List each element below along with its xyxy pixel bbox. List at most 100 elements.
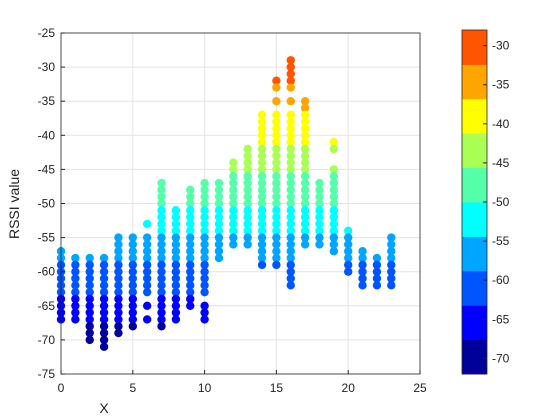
scatter-point [99,315,109,324]
scatter-point [71,274,80,283]
scatter-point [257,206,267,215]
scatter-point [272,185,281,195]
scatter-point [99,267,109,276]
scatter-point [214,247,224,256]
scatter-point [272,110,281,120]
scatter-point [142,219,152,229]
scatter-point [186,253,195,263]
scatter-point [229,172,238,181]
scatter-point [85,308,94,317]
scatter-point [243,192,252,201]
scatter-point [243,219,252,229]
scatter-point [157,301,166,310]
scatter-point [286,253,295,263]
scatter-point [300,137,310,147]
scatter-point [186,287,195,297]
scatter-point [186,233,195,242]
scatter-point [272,253,281,263]
scatter-point [329,137,339,147]
scatter-point [286,137,295,147]
scatter-point [200,185,209,195]
scatter-point [243,178,252,188]
scatter-point [171,260,181,270]
y-tick-label: -40 [38,128,56,142]
scatter-point [128,281,137,290]
scatter-point [286,178,295,188]
scatter-point [157,253,166,263]
scatter-point [214,233,224,242]
scatter-point [272,240,281,249]
scatter-point [114,315,123,324]
scatter-point [329,144,339,154]
scatter-point [114,328,123,338]
scatter-point [300,165,310,174]
scatter-point [243,144,252,154]
scatter-point [315,178,324,188]
scatter-point [85,315,94,324]
scatter-point [157,315,166,324]
scatter-point [186,185,195,195]
scatter-point [200,267,209,276]
scatter-point [300,97,310,106]
scatter-point [387,233,396,242]
scatter-point [171,212,181,222]
scatter-point [286,192,295,201]
scatter-point [387,281,396,290]
scatter-point [229,206,238,215]
scatter-point [214,178,224,188]
scatter-point [71,308,80,317]
scatter-point [214,253,224,263]
scatter-point [186,226,195,235]
scatter-point [286,69,295,79]
scatter-point [257,247,267,256]
scatter-point [200,260,209,270]
scatter-point [99,308,109,317]
scatter-point [286,117,295,126]
scatter-point [71,281,80,290]
scatter-point [85,322,94,331]
scatter-point [200,178,209,188]
scatter-point [286,206,295,215]
scatter-point [171,253,181,263]
scatter-point [257,219,267,229]
scatter-point [272,260,281,270]
scatter-point [344,253,353,263]
x-tick-label: 25 [413,381,427,395]
scatter-point [186,267,195,276]
scatter-point [142,260,152,270]
scatter-point [272,192,281,201]
scatter-point [229,226,238,235]
scatter-point [157,226,166,235]
colorbar-tick-label: -55 [492,234,510,248]
scatter-point [344,267,353,276]
scatter-point [315,219,324,229]
scatter-point [286,110,295,120]
scatter-point [286,165,295,174]
scatter-point [142,274,152,283]
scatter-point [257,185,267,195]
scatter-point [243,233,252,242]
scatter-point [142,247,152,256]
scatter-point [142,301,152,310]
scatter-point [99,301,109,310]
scatter-point [128,240,137,249]
scatter-point [85,267,94,276]
scatter-point [286,56,295,65]
scatter-point [229,212,238,222]
scatter-point [286,131,295,140]
scatter-point [142,281,152,290]
scatter-point [99,260,109,270]
scatter-point [171,308,181,317]
colorbar-segment [462,236,487,272]
scatter-point [114,287,123,297]
scatter-point [128,287,137,297]
scatter-point [344,260,353,270]
colorbar-tick-label: -50 [492,195,510,209]
colorbar-tick-label: -60 [492,273,510,287]
scatter-point [229,199,238,208]
scatter-point [243,199,252,208]
scatter-point [186,274,195,283]
x-tick-label: 20 [342,381,356,395]
scatter-point [300,192,310,201]
scatter-point [114,322,123,331]
